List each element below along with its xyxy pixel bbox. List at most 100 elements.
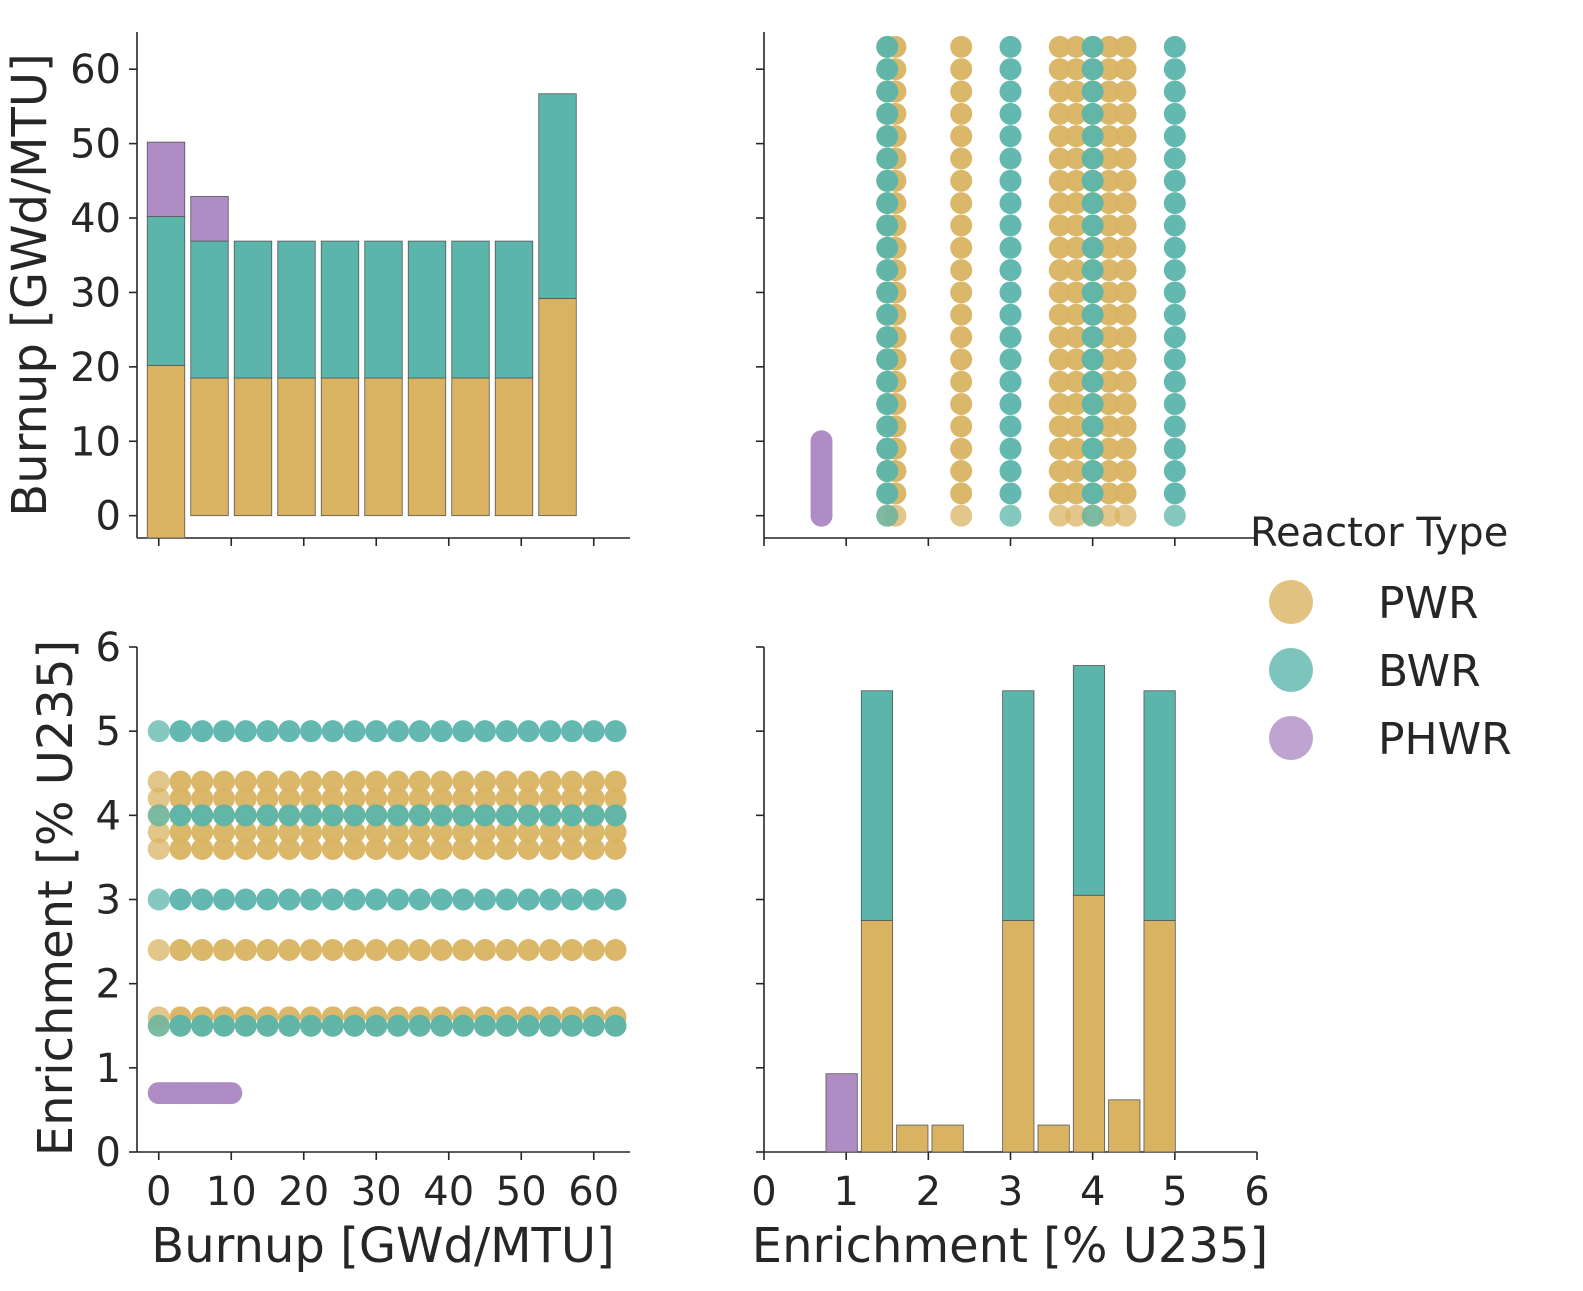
scatter-point-pwr xyxy=(1065,80,1088,103)
scatter-point-pwr xyxy=(582,838,605,860)
scatter-point-bwr xyxy=(999,192,1022,215)
scatter-point-pwr xyxy=(495,787,518,810)
y-tick-label: 50 xyxy=(70,122,121,168)
scatter-point-bwr xyxy=(876,214,899,237)
scatter-point-bwr xyxy=(604,888,627,911)
scatter-point-pwr xyxy=(1098,482,1121,505)
x-tick-label: 60 xyxy=(568,1169,619,1215)
scatter-point-pwr xyxy=(1065,259,1088,282)
scatter-point-bwr xyxy=(191,1014,214,1037)
scatter-point-bwr xyxy=(876,504,899,527)
scatter-point-pwr xyxy=(147,939,170,961)
scatter-point-bwr xyxy=(343,1014,366,1037)
scatter-point-pwr xyxy=(408,939,431,961)
legend-label-pwr: PWR xyxy=(1378,578,1479,629)
scatter-point-bwr xyxy=(999,35,1022,58)
scatter-point-bwr xyxy=(517,888,540,911)
burnup-hist-bar-phwr xyxy=(190,196,229,242)
scatter-point-pwr xyxy=(1065,192,1088,215)
scatter-point-bwr xyxy=(999,348,1022,371)
scatter-point-pwr xyxy=(539,770,562,793)
scatter-point-pwr xyxy=(1065,58,1088,81)
scatter-point-bwr xyxy=(1163,504,1186,527)
scatter-point-pwr xyxy=(452,770,475,793)
x-tick-label: 20 xyxy=(278,1169,329,1215)
scatter-point-pwr xyxy=(1098,35,1121,58)
y-axis-label-burnup: Burnup [GWd/MTU] xyxy=(2,53,58,516)
scatter-point-phwr xyxy=(220,1082,243,1105)
scatter-point-bwr xyxy=(876,236,899,259)
scatter-point-bwr xyxy=(430,720,453,743)
scatter-point-pwr xyxy=(1048,169,1071,192)
y-tick-label: 3 xyxy=(96,878,121,924)
scatter-point-pwr xyxy=(604,821,627,844)
scatter-point-pwr xyxy=(430,838,453,860)
scatter-point-bwr xyxy=(517,804,540,827)
scatter-point-pwr xyxy=(950,125,973,148)
enrichment-hist-bar-pwr xyxy=(1037,1124,1070,1153)
scatter-point-pwr xyxy=(582,821,605,844)
scatter-point-pwr xyxy=(408,787,431,810)
scatter-point-pwr xyxy=(1065,460,1088,483)
scatter-point-pwr xyxy=(539,939,562,961)
scatter-point-pwr xyxy=(1114,80,1137,103)
scatter-point-pwr xyxy=(1098,393,1121,416)
scatter-point-pwr xyxy=(517,939,540,961)
scatter-point-bwr xyxy=(256,1014,279,1037)
scatter-point-pwr xyxy=(343,838,366,860)
burnup-hist-bar-pwr xyxy=(494,377,534,517)
scatter-point-pwr xyxy=(256,770,279,793)
scatter-point-bwr xyxy=(213,804,235,827)
scatter-point-pwr xyxy=(1098,80,1121,103)
scatter-point-bwr xyxy=(1163,303,1186,326)
scatter-point-pwr xyxy=(1065,214,1088,237)
scatter-point-pwr xyxy=(1098,348,1121,371)
scatter-point-bwr xyxy=(999,102,1022,125)
scatter-point-bwr xyxy=(999,460,1022,483)
panel-burnup-vs-enrichment-axes xyxy=(756,32,1258,546)
scatter-point-bwr xyxy=(169,1014,192,1037)
scatter-point-bwr xyxy=(430,804,453,827)
scatter-point-bwr xyxy=(1163,326,1186,349)
burnup-hist-bar-phwr xyxy=(146,141,186,217)
scatter-point-bwr xyxy=(604,720,627,743)
scatter-point-bwr xyxy=(582,720,605,743)
scatter-point-bwr xyxy=(147,888,170,911)
scatter-point-pwr xyxy=(604,770,627,793)
scatter-point-pwr xyxy=(256,838,279,860)
scatter-point-pwr xyxy=(1048,192,1071,215)
scatter-point-pwr xyxy=(1065,415,1088,438)
scatter-point-pwr xyxy=(950,147,973,170)
scatter-point-pwr xyxy=(1098,415,1121,438)
scatter-point-pwr xyxy=(408,838,431,860)
scatter-point-pwr xyxy=(950,281,973,304)
scatter-point-bwr xyxy=(1081,393,1104,416)
scatter-point-pwr xyxy=(1048,80,1071,103)
burnup-hist-bar-pwr xyxy=(190,377,229,517)
x-axis-label-burnup: Burnup [GWd/MTU] xyxy=(151,1218,614,1274)
scatter-point-pwr xyxy=(300,787,322,810)
scatter-point-pwr xyxy=(365,838,388,860)
scatter-point-bwr xyxy=(452,804,475,827)
scatter-point-pwr xyxy=(950,236,973,259)
scatter-point-pwr xyxy=(1048,504,1071,527)
x-tick-label: 5 xyxy=(1162,1169,1187,1215)
scatter-point-pwr xyxy=(343,787,366,810)
scatter-point-pwr xyxy=(1098,460,1121,483)
enrichment-hist-bar-pwr xyxy=(896,1124,929,1153)
scatter-point-pwr xyxy=(950,35,973,58)
scatter-point-pwr xyxy=(234,821,257,844)
enrichment-hist-bar-bwr xyxy=(860,690,894,921)
scatter-point-pwr xyxy=(213,770,235,793)
scatter-point-pwr xyxy=(321,787,344,810)
scatter-point-pwr xyxy=(343,939,366,961)
scatter-point-bwr xyxy=(1081,214,1104,237)
scatter-point-pwr xyxy=(430,770,453,793)
scatter-point-bwr xyxy=(876,326,899,349)
scatter-point-bwr xyxy=(1081,348,1104,371)
scatter-point-bwr xyxy=(876,259,899,282)
scatter-point-bwr xyxy=(1081,370,1104,393)
scatter-point-bwr xyxy=(999,169,1022,192)
scatter-point-pwr xyxy=(321,821,344,844)
